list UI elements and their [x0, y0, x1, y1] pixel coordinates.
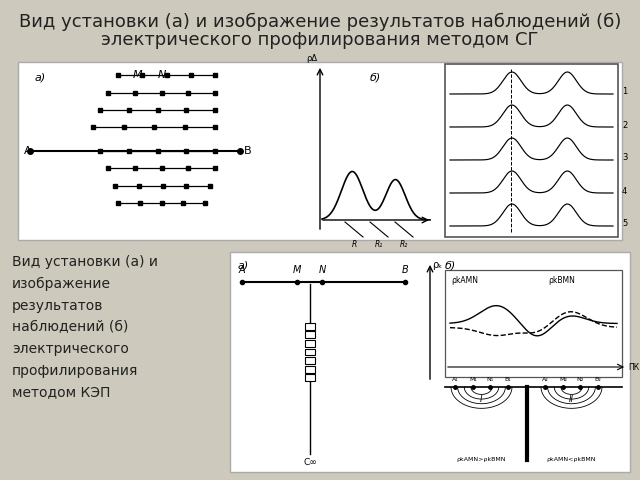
Text: A: A	[239, 265, 245, 275]
Text: B: B	[244, 146, 252, 156]
Text: N₂: N₂	[577, 377, 584, 382]
Bar	[230, 252, 630, 472]
Text: ПК: ПК	[628, 362, 639, 372]
Bar	[18, 62, 622, 240]
Text: C∞: C∞	[303, 458, 317, 467]
Text: 3: 3	[622, 154, 627, 163]
Text: 4: 4	[622, 187, 627, 195]
Text: M: M	[293, 265, 301, 275]
Text: ρΔ: ρΔ	[306, 54, 317, 63]
Bar	[305, 348, 315, 355]
Text: ρkBMN: ρkBMN	[548, 276, 575, 285]
Bar	[305, 374, 315, 381]
Bar	[445, 270, 622, 377]
Text: M₁: M₁	[469, 377, 477, 382]
Text: B₂: B₂	[595, 377, 602, 382]
Text: б): б)	[445, 260, 456, 270]
Text: R₁: R₁	[375, 240, 383, 249]
Bar	[305, 357, 315, 364]
Text: электрического профилирования методом СГ: электрического профилирования методом СГ	[101, 31, 539, 49]
Text: B: B	[402, 265, 408, 275]
Text: A₁: A₁	[452, 377, 458, 382]
Text: ρkAMN<ρkBMN: ρkAMN<ρkBMN	[547, 457, 596, 462]
Text: M: M	[133, 70, 143, 80]
Text: N: N	[318, 265, 326, 275]
Text: 5: 5	[622, 219, 627, 228]
Text: ρₖ: ρₖ	[432, 260, 442, 270]
Text: R: R	[351, 240, 356, 249]
Text: а): а)	[35, 72, 46, 82]
Text: N₁: N₁	[486, 377, 493, 382]
Text: а): а)	[238, 260, 249, 270]
Text: M₂: M₂	[559, 377, 567, 382]
Text: Вид установки (а) и
изображение
результатов
наблюдений (б)
электрического
профил: Вид установки (а) и изображение результа…	[12, 255, 158, 399]
Text: б): б)	[370, 72, 381, 82]
Text: A₂: A₂	[541, 377, 548, 382]
Text: I: I	[480, 395, 483, 404]
Text: B₁: B₁	[504, 377, 511, 382]
Text: ρkAMN>ρkBMN: ρkAMN>ρkBMN	[457, 457, 506, 462]
Text: R₂: R₂	[400, 240, 408, 249]
Text: 1: 1	[622, 87, 627, 96]
Text: ρkAMN: ρkAMN	[451, 276, 478, 285]
Text: A: A	[24, 146, 31, 156]
Text: N: N	[158, 70, 166, 80]
Text: II: II	[569, 395, 574, 404]
Text: Вид установки (а) и изображение результатов наблюдений (б): Вид установки (а) и изображение результа…	[19, 13, 621, 31]
Bar	[445, 64, 618, 237]
Bar	[305, 366, 315, 372]
Bar	[305, 340, 315, 347]
Text: 2: 2	[622, 120, 627, 130]
Bar	[305, 331, 315, 338]
Bar	[305, 323, 315, 330]
